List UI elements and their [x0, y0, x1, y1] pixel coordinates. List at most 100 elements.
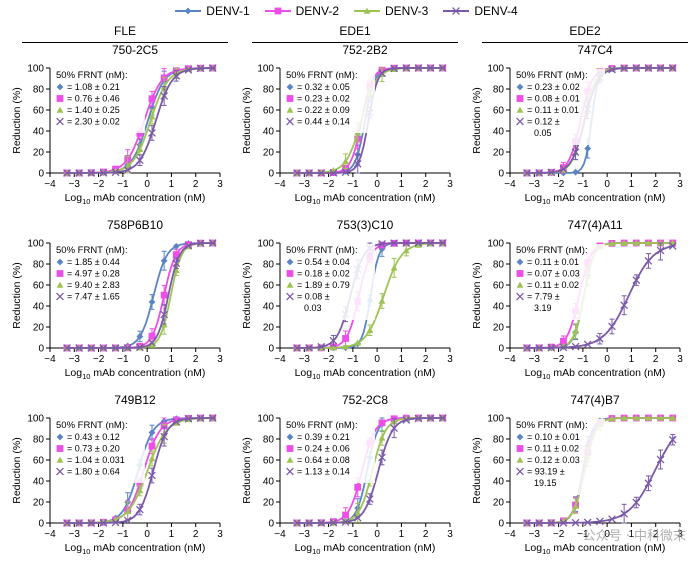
y-tick-label: 60 — [493, 106, 505, 117]
point-DENV-4 — [341, 518, 350, 526]
y-tick-label: 20 — [493, 498, 505, 509]
y-tick-label: 40 — [33, 127, 45, 138]
y-tick-label: 80 — [263, 85, 275, 96]
frnt-header: 50% FRNT (nM): — [516, 245, 588, 256]
x-label-subscript: 10 — [542, 547, 550, 556]
frnt-box — [283, 69, 375, 133]
point-DENV-4 — [414, 239, 423, 247]
x-axis-label: Log10 mAb concentration (nM) — [295, 367, 436, 381]
frnt-value: = 0.12 ± — [527, 117, 560, 127]
x-label-log: Log — [525, 542, 543, 554]
point-DENV-3 — [415, 241, 422, 248]
x-tick-label: −2 — [553, 529, 565, 540]
point-DENV-4 — [365, 495, 374, 503]
x-tick-label: 0 — [374, 354, 380, 365]
point-DENV-4 — [620, 301, 629, 310]
x-axis-label: Log10 mAb concentration (nM) — [525, 542, 666, 556]
x-tick-label: 3 — [447, 179, 453, 190]
panel-747C4: 747C4 0 20 40 60 80 100 −4 −3 −2 −1 0 1 2 3 Reduction (… — [471, 43, 683, 206]
x-tick-label: 2 — [193, 529, 199, 540]
x-tick-label: 2 — [653, 179, 659, 190]
x-tick-label: 3 — [217, 354, 223, 365]
y-tick-label: 0 — [38, 519, 44, 530]
point-DENV-2 — [148, 95, 156, 103]
x-axis-label: Log10 mAb concentration (nM) — [525, 367, 666, 381]
point-DENV-4 — [535, 344, 544, 352]
point-DENV-4 — [656, 246, 665, 255]
point-DENV-4 — [317, 169, 326, 177]
point-DENV-4 — [111, 344, 120, 352]
legend-marker — [452, 7, 461, 15]
panel-title: 752-2C8 — [342, 393, 388, 407]
point-DENV-4 — [87, 519, 96, 527]
frnt-value: = 0.32 ± 0.05 — [297, 82, 350, 92]
y-tick-label: 0 — [498, 169, 504, 180]
point-DENV-4 — [172, 72, 181, 80]
legend-label: DENV-4 — [474, 4, 518, 18]
point-DENV-4 — [559, 519, 568, 527]
point-DENV-4 — [135, 505, 144, 514]
x-tick-label: −2 — [553, 354, 565, 365]
point-DENV-4 — [148, 129, 156, 137]
x-tick-label: −3 — [299, 354, 311, 365]
x-label-rest: mAb concentration (nM) — [550, 542, 665, 554]
point-DENV-3 — [572, 502, 579, 509]
x-tick-label: −1 — [117, 354, 129, 365]
x-tick-label: −1 — [347, 529, 359, 540]
x-tick-label: 0 — [604, 354, 610, 365]
y-tick-label: 80 — [33, 260, 45, 271]
frnt-value: = 1.13 ± 0.14 — [297, 467, 350, 477]
y-tick-label: 40 — [263, 127, 275, 138]
legend-marker-icon — [264, 7, 291, 15]
point-DENV-4 — [402, 239, 411, 247]
frnt-marker — [286, 292, 294, 301]
point-DENV-4 — [75, 344, 84, 352]
point-DENV-4 — [583, 518, 592, 527]
frnt-header: 50% FRNT (nM): — [516, 420, 588, 431]
frnt-marker — [516, 95, 524, 102]
frnt-value: = 0.12 ± 0.03 — [527, 455, 580, 465]
frnt-value: = 0.08 ± — [297, 292, 330, 302]
y-tick-label: 60 — [263, 281, 275, 292]
point-DENV-4 — [184, 66, 193, 74]
point-DENV-1 — [172, 242, 180, 250]
point-DENV-4 — [668, 242, 677, 250]
legend-item-denv-3: DENV-3 — [353, 4, 428, 18]
frnt-box — [513, 69, 605, 145]
point-DENV-4 — [75, 519, 84, 527]
frnt-value: = 0.07 ± 0.03 — [527, 269, 580, 279]
point-DENV-3 — [632, 414, 640, 421]
point-DENV-4 — [123, 165, 132, 174]
point-DENV-2 — [172, 251, 180, 258]
y-tick-label: 0 — [38, 344, 44, 355]
x-tick-label: −1 — [347, 179, 359, 190]
panel-750-2C5: 750-2C5 0 20 40 60 80 100 −4 −3 −2 −1 0 1 2 3 Reduction… — [11, 43, 223, 206]
frnt-value: = 1.80 ± 0.64 — [67, 467, 120, 477]
x-label-rest: mAb concentration (nM) — [320, 367, 435, 379]
x-label-log: Log — [525, 192, 543, 204]
x-tick-label: 1 — [399, 529, 405, 540]
frnt-box — [283, 419, 375, 483]
y-axis-label: Reduction (%) — [241, 437, 253, 504]
point-DENV-4 — [184, 241, 193, 250]
x-tick-label: −4 — [44, 179, 56, 190]
point-DENV-4 — [148, 471, 156, 480]
frnt-header: 50% FRNT (nM): — [286, 245, 358, 256]
legend-marker — [363, 7, 371, 14]
x-tick-label: 3 — [677, 529, 683, 540]
x-tick-label: 0 — [144, 179, 150, 190]
x-tick-label: −4 — [504, 354, 516, 365]
frnt-value: = 0.44 ± 0.14 — [297, 117, 350, 127]
panel-title: 747C4 — [577, 43, 613, 57]
point-DENV-4 — [305, 519, 314, 527]
frnt-marker — [56, 433, 64, 441]
y-tick-label: 20 — [33, 498, 45, 509]
y-tick-label: 20 — [33, 323, 45, 334]
panel-753(3)C10: 753(3)C10 0 20 40 60 80 100 −4 −3 −2 −1 0 1 2 3 Reducti… — [241, 218, 453, 381]
point-DENV-4 — [390, 239, 399, 247]
y-tick-label: 40 — [493, 127, 505, 138]
frnt-marker — [516, 433, 524, 441]
point-DENV-3 — [645, 239, 652, 246]
x-tick-label: −3 — [69, 354, 81, 365]
x-tick-label: −3 — [69, 529, 81, 540]
